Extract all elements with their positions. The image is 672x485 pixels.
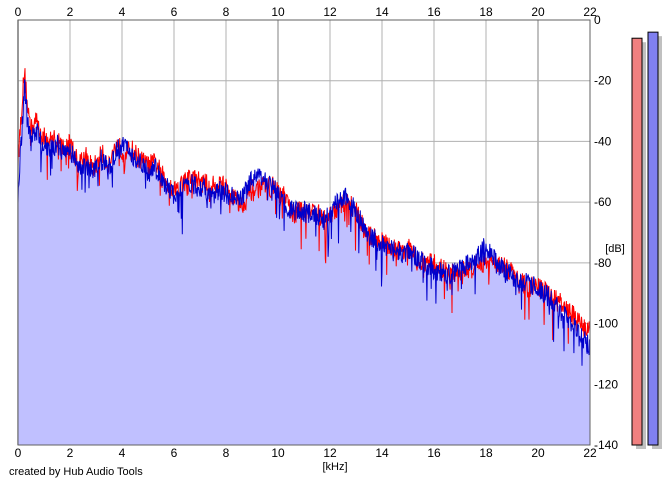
x-tick-label-bottom: 18 [479,446,493,460]
x-tick-label-bottom: 10 [271,446,285,460]
x-tick-label-top: 10 [271,5,285,19]
x-tick-label-top: 14 [375,5,389,19]
y-tick-labels: 0 -20 -40 -60 -80 -100 -120 -140 [594,13,618,452]
y-tick-label: -140 [594,438,618,452]
x-tick-label-bottom: 4 [119,446,126,460]
x-tick-label-top: 22 [583,5,597,19]
series-line-2 [17,79,591,366]
x-tick-label-bottom: 6 [171,446,178,460]
x-tick-label-bottom: 2 [67,446,74,460]
y-tick-label: 0 [594,13,601,27]
y-tick-label: -40 [594,134,612,148]
x-tick-label-top: 0 [15,5,22,19]
x-tick-label-top: 2 [67,5,74,19]
y-tick-label: -100 [594,317,618,331]
y-axis-label: [dB] [605,243,625,255]
x-tick-labels-bottom: 0 2 4 6 8 10 12 14 16 18 20 22 [15,446,597,460]
x-tick-label-bottom: 14 [375,446,389,460]
x-tick-label-top: 12 [323,5,337,19]
x-tick-label-top: 20 [531,5,545,19]
spectrum-fill [18,79,590,446]
x-tick-label-top: 6 [171,5,178,19]
credit-text: created by Hub Audio Tools [9,466,143,478]
x-tick-label-bottom: 0 [15,446,22,460]
series-lines [17,68,591,366]
x-tick-labels-top: 0 2 4 6 8 10 12 14 16 18 20 22 [15,5,597,19]
x-tick-label-top: 16 [427,5,441,19]
x-tick-label-bottom: 22 [583,446,597,460]
x-tick-label-top: 8 [223,5,230,19]
x-axis-label: [kHz] [322,461,347,473]
level-meter-bar [647,31,659,446]
x-tick-label-bottom: 16 [427,446,441,460]
x-tick-label-top: 4 [119,5,126,19]
x-tick-label-bottom: 20 [531,446,545,460]
level-meters [631,31,662,450]
x-tick-label-bottom: 8 [223,446,230,460]
y-tick-label: -120 [594,377,618,391]
x-tick-label-bottom: 12 [323,446,337,460]
x-tick-label-top: 18 [479,5,493,19]
y-tick-label: -20 [594,74,612,88]
level-meter-bar [631,37,643,446]
y-tick-label: -80 [594,256,612,270]
plot-frame [17,19,591,446]
y-tick-label: -60 [594,195,612,209]
